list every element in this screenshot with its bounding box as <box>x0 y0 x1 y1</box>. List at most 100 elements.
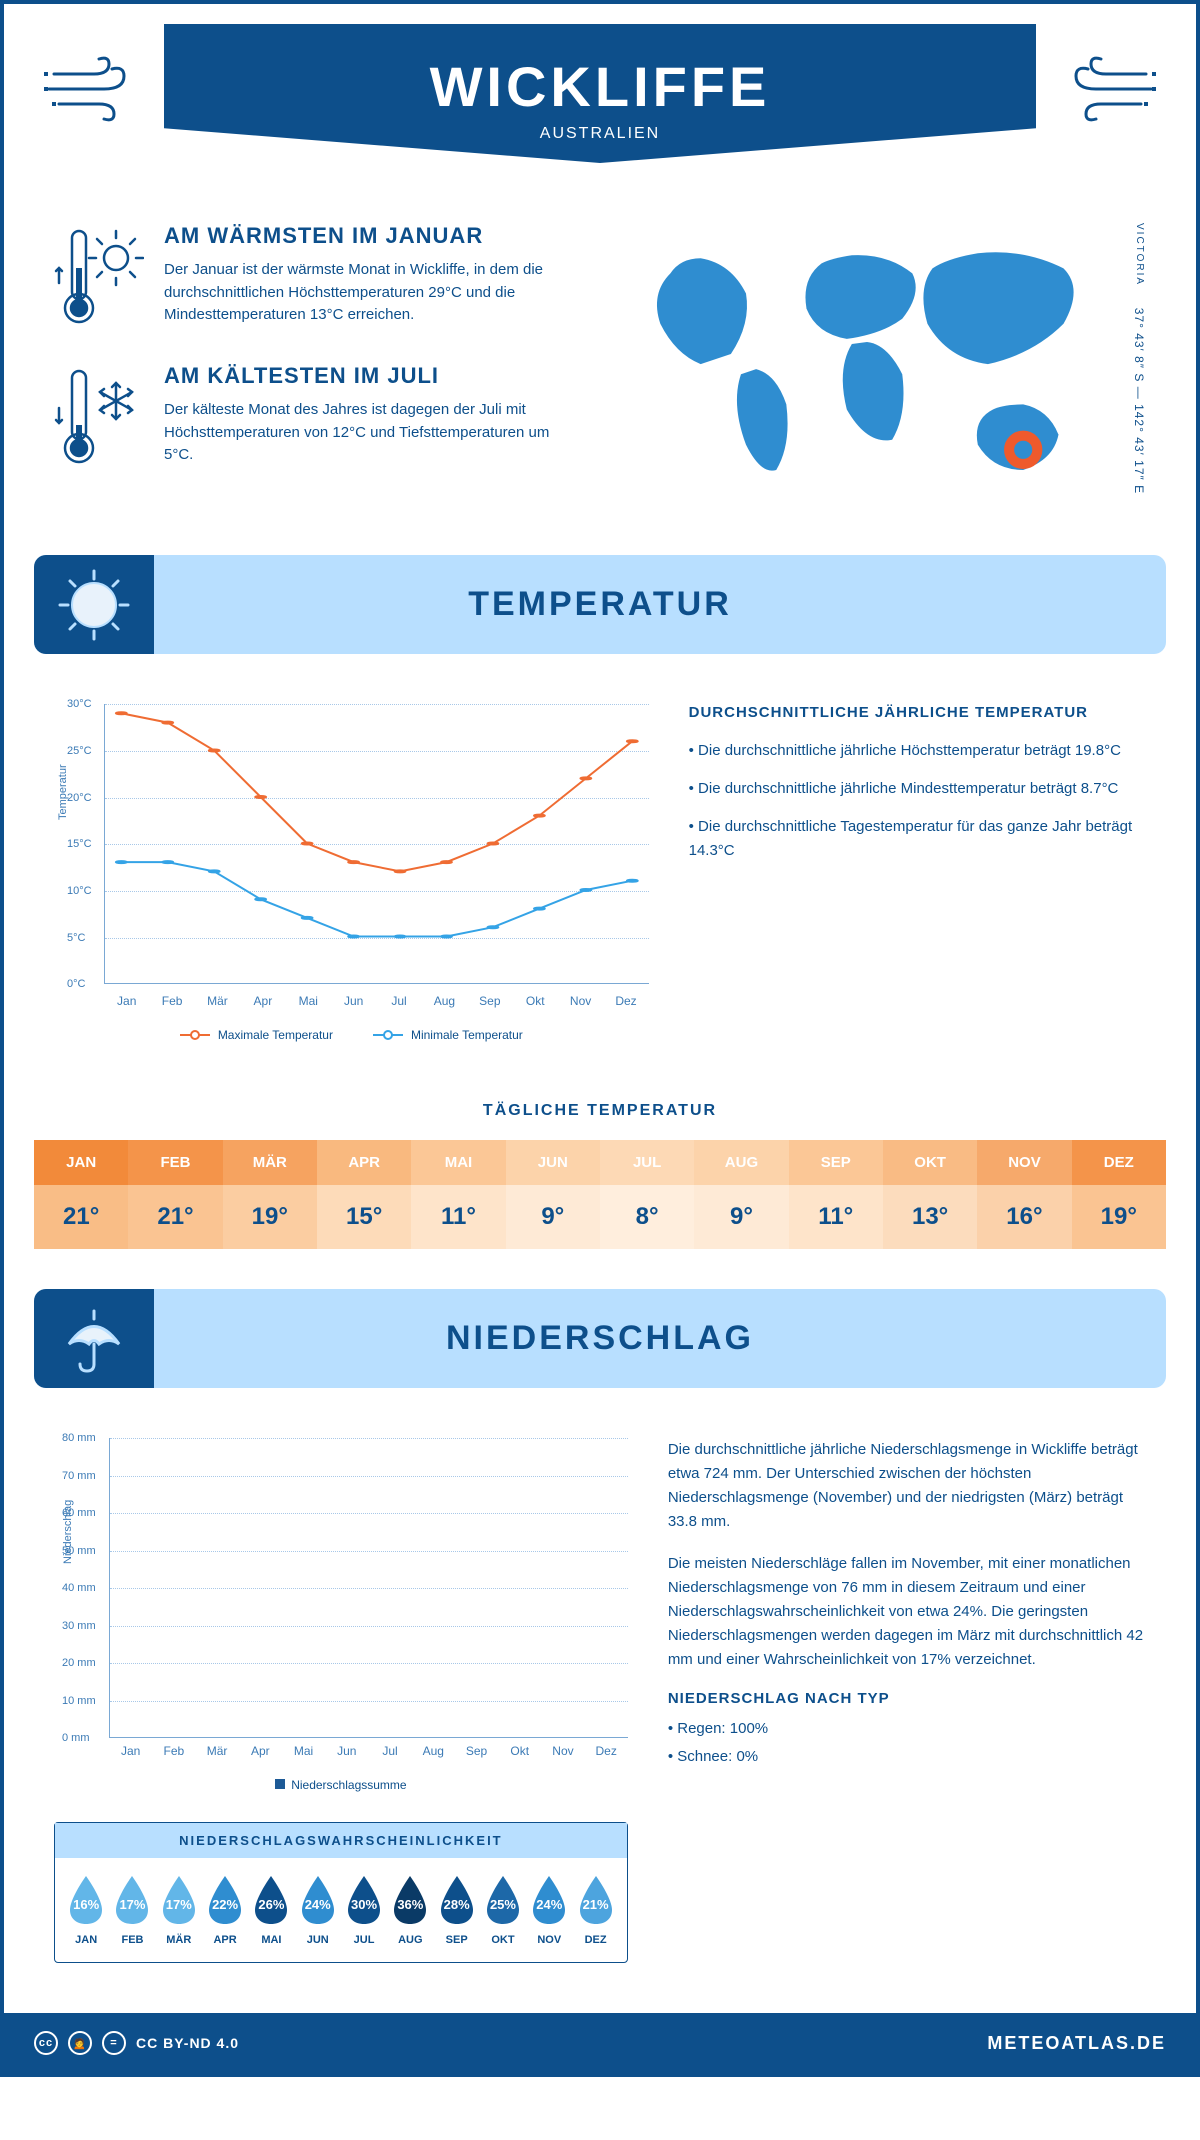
precip-type-rain: • Regen: 100% <box>668 1717 1146 1741</box>
probability-drop: 16%JAN <box>63 1874 109 1946</box>
daily-temp-column: JUN9° <box>506 1140 600 1249</box>
temp-value: 11° <box>411 1185 505 1249</box>
y-tick: 0°C <box>67 978 85 990</box>
drop-month-label: AUG <box>387 1934 433 1946</box>
y-tick: 15°C <box>67 838 92 850</box>
x-label: Aug <box>422 994 467 1008</box>
daily-temp-column: JUL8° <box>600 1140 694 1249</box>
x-label: Apr <box>239 1744 282 1758</box>
daily-temp-column: OKT13° <box>883 1140 977 1249</box>
month-header: JAN <box>34 1140 128 1185</box>
precip-legend-label: Niederschlagssumme <box>291 1778 406 1792</box>
location-title: WICKLIFFE <box>184 54 1016 119</box>
world-map-icon <box>620 223 1124 505</box>
temp-desc-title: DURCHSCHNITTLICHE JÄHRLICHE TEMPERATUR <box>689 704 1146 721</box>
precip-type-snow: • Schnee: 0% <box>668 1745 1146 1769</box>
x-label: Feb <box>152 1744 195 1758</box>
x-label: Mai <box>286 994 331 1008</box>
sun-icon <box>34 555 154 654</box>
month-header: APR <box>317 1140 411 1185</box>
daily-temp-column: SEP11° <box>789 1140 883 1249</box>
cc-icon: cc <box>34 2031 58 2055</box>
x-label: Dez <box>603 994 648 1008</box>
precip-desc-p2: Die meisten Niederschläge fallen im Nove… <box>668 1552 1146 1672</box>
probability-drop: 17%MÄR <box>156 1874 202 1946</box>
drop-month-label: MÄR <box>156 1934 202 1946</box>
probability-drop: 26%MAI <box>248 1874 294 1946</box>
x-label: Okt <box>498 1744 541 1758</box>
daily-temp-column: APR15° <box>317 1140 411 1249</box>
y-tick: 70 mm <box>62 1470 96 1482</box>
daily-temp-title: TÄGLICHE TEMPERATUR <box>4 1102 1196 1120</box>
precipitation-description: Die durchschnittliche jährliche Niedersc… <box>668 1438 1146 1963</box>
temperature-line-chart: Temperatur 0°C5°C10°C15°C20°C25°C30°C Ja… <box>54 704 649 1042</box>
wind-icon <box>1056 54 1156 124</box>
temp-value: 19° <box>223 1185 317 1249</box>
temp-desc-p2: • Die durchschnittliche jährliche Mindes… <box>689 777 1146 801</box>
x-label: Jun <box>325 1744 368 1758</box>
nd-icon: = <box>102 2031 126 2055</box>
drop-month-label: JAN <box>63 1934 109 1946</box>
probability-drop: 30%JUL <box>341 1874 387 1946</box>
x-label: Feb <box>149 994 194 1008</box>
precipitation-section-header: NIEDERSCHLAG <box>34 1289 1166 1388</box>
y-tick: 10 mm <box>62 1695 96 1707</box>
daily-temperature-table: JAN21°FEB21°MÄR19°APR15°MAI11°JUN9°JUL8°… <box>34 1140 1166 1249</box>
daily-temp-column: FEB21° <box>128 1140 222 1249</box>
thermometer-cold-icon <box>54 363 144 473</box>
y-tick: 0 mm <box>62 1732 90 1744</box>
drop-month-label: MAI <box>248 1934 294 1946</box>
month-header: JUN <box>506 1140 600 1185</box>
x-label: Apr <box>240 994 285 1008</box>
license-label: CC BY-ND 4.0 <box>136 2035 239 2051</box>
temp-value: 21° <box>128 1185 222 1249</box>
coldest-text: Der kälteste Monat des Jahres ist dagege… <box>164 399 580 467</box>
daily-temp-column: DEZ19° <box>1072 1140 1166 1249</box>
legend-min-label: Minimale Temperatur <box>411 1028 523 1042</box>
longitude: 142° 43′ 17″ E <box>1132 404 1146 494</box>
legend-max-label: Maximale Temperatur <box>218 1028 333 1042</box>
drop-month-label: DEZ <box>572 1934 618 1946</box>
y-tick: 25°C <box>67 745 92 757</box>
drop-month-label: APR <box>202 1934 248 1946</box>
infographic-container: WICKLIFFE AUSTRALIEN AM WÄRMSTEN IM JANU… <box>0 0 1200 2077</box>
x-label: Sep <box>455 1744 498 1758</box>
temp-value: 13° <box>883 1185 977 1249</box>
coldest-title: AM KÄLTESTEN IM JULI <box>164 363 580 389</box>
y-tick: 40 mm <box>62 1582 96 1594</box>
temp-value: 19° <box>1072 1185 1166 1249</box>
coldest-summary: AM KÄLTESTEN IM JULI Der kälteste Monat … <box>54 363 580 473</box>
probability-drop: 21%DEZ <box>572 1874 618 1946</box>
footer: cc 🙍 = CC BY-ND 4.0 METEOATLAS.DE <box>4 2013 1196 2073</box>
precipitation-section: Niederschlag 0 mm10 mm20 mm30 mm40 mm50 … <box>4 1408 1196 1983</box>
thermometer-hot-icon <box>54 223 144 333</box>
x-label: Mär <box>195 1744 238 1758</box>
drop-month-label: OKT <box>480 1934 526 1946</box>
x-label: Nov <box>541 1744 584 1758</box>
warmest-text: Der Januar ist der wärmste Monat in Wick… <box>164 259 580 327</box>
temperature-chart-section: Temperatur 0°C5°C10°C15°C20°C25°C30°C Ja… <box>4 674 1196 1072</box>
y-tick: 60 mm <box>62 1507 96 1519</box>
month-header: NOV <box>977 1140 1071 1185</box>
precip-chart-legend: Niederschlagssumme <box>54 1778 628 1792</box>
month-header: MAI <box>411 1140 505 1185</box>
warmest-title: AM WÄRMSTEN IM JANUAR <box>164 223 580 249</box>
month-header: OKT <box>883 1140 977 1185</box>
daily-temp-column: MAI11° <box>411 1140 505 1249</box>
probability-drop: 17%FEB <box>109 1874 155 1946</box>
y-tick: 10°C <box>67 885 92 897</box>
daily-temp-column: NOV16° <box>977 1140 1071 1249</box>
x-label: Jun <box>331 994 376 1008</box>
month-header: AUG <box>694 1140 788 1185</box>
daily-temp-column: JAN21° <box>34 1140 128 1249</box>
x-label: Aug <box>412 1744 455 1758</box>
probability-drop: 28%SEP <box>434 1874 480 1946</box>
temp-desc-p3: • Die durchschnittliche Tagestemperatur … <box>689 815 1146 863</box>
x-label: Jul <box>368 1744 411 1758</box>
x-label: Dez <box>585 1744 628 1758</box>
wind-icon <box>44 54 144 124</box>
by-icon: 🙍 <box>68 2031 92 2055</box>
region-label: VICTORIA <box>1134 223 1145 286</box>
drop-month-label: FEB <box>109 1934 155 1946</box>
x-label: Mai <box>282 1744 325 1758</box>
